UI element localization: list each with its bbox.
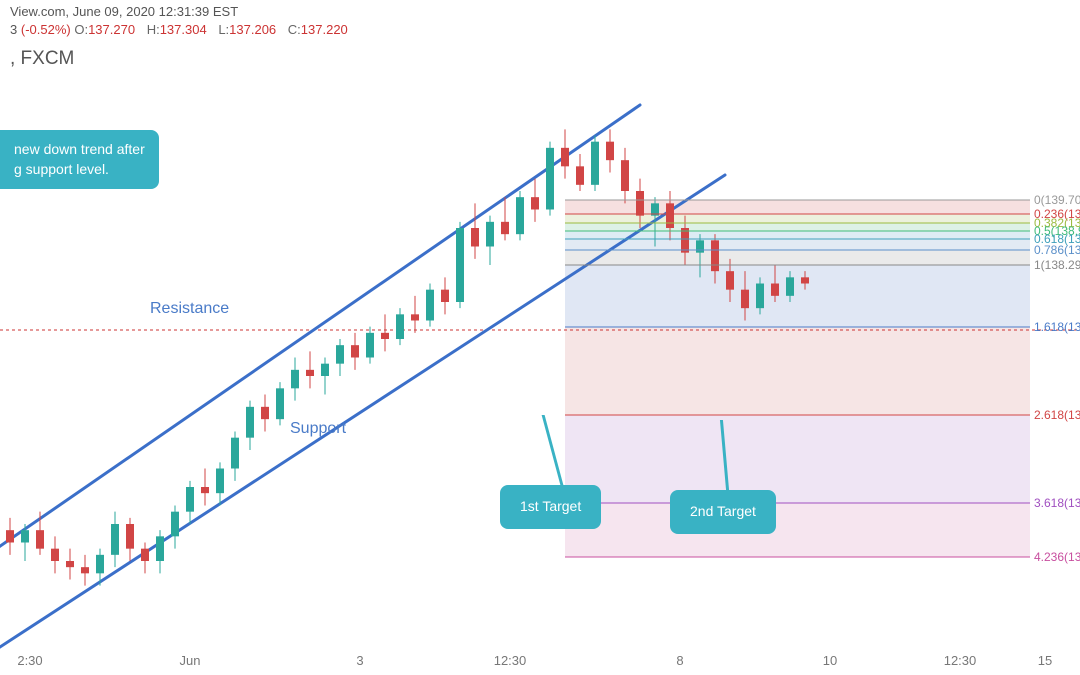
callout-target-1: 1st Target	[500, 485, 601, 529]
svg-text:2.618(135.996): 2.618(135.996)	[1034, 408, 1080, 422]
x-tick: 12:30	[944, 653, 977, 668]
x-tick: 10	[823, 653, 837, 668]
x-tick: 3	[356, 653, 363, 668]
svg-text:0.786(138.594): 0.786(138.594)	[1034, 243, 1080, 257]
callout-main: new down trend after g support level.	[0, 130, 159, 189]
resistance-label: Resistance	[150, 300, 229, 318]
svg-text:1.618(137.414): 1.618(137.414)	[1034, 320, 1080, 334]
x-axis: 2:30 Jun 3 12:30 8 10 12:30 15	[0, 645, 1080, 675]
callout-target-2: 2nd Target	[670, 490, 776, 534]
callout-main-text: new down trend after g support level.	[14, 141, 145, 177]
x-tick: 8	[676, 653, 683, 668]
x-tick: 12:30	[494, 653, 527, 668]
x-tick: 2:30	[17, 653, 42, 668]
callout-t1-text: 1st Target	[520, 498, 581, 514]
x-tick: Jun	[180, 653, 201, 668]
svg-text:0(139.708): 0(139.708)	[1034, 193, 1080, 207]
svg-text:4.236(133.702): 4.236(133.702)	[1034, 550, 1080, 564]
chart-canvas[interactable]: 0(139.708)0.236(139.373)0.382(139.166)0.…	[0, 0, 1080, 675]
callout-t2-text: 2nd Target	[690, 503, 756, 519]
x-tick: 15	[1038, 653, 1052, 668]
svg-text:1(138.290): 1(138.290)	[1034, 258, 1080, 272]
svg-text:3.618(134.578): 3.618(134.578)	[1034, 496, 1080, 510]
support-label: Support	[290, 420, 346, 438]
